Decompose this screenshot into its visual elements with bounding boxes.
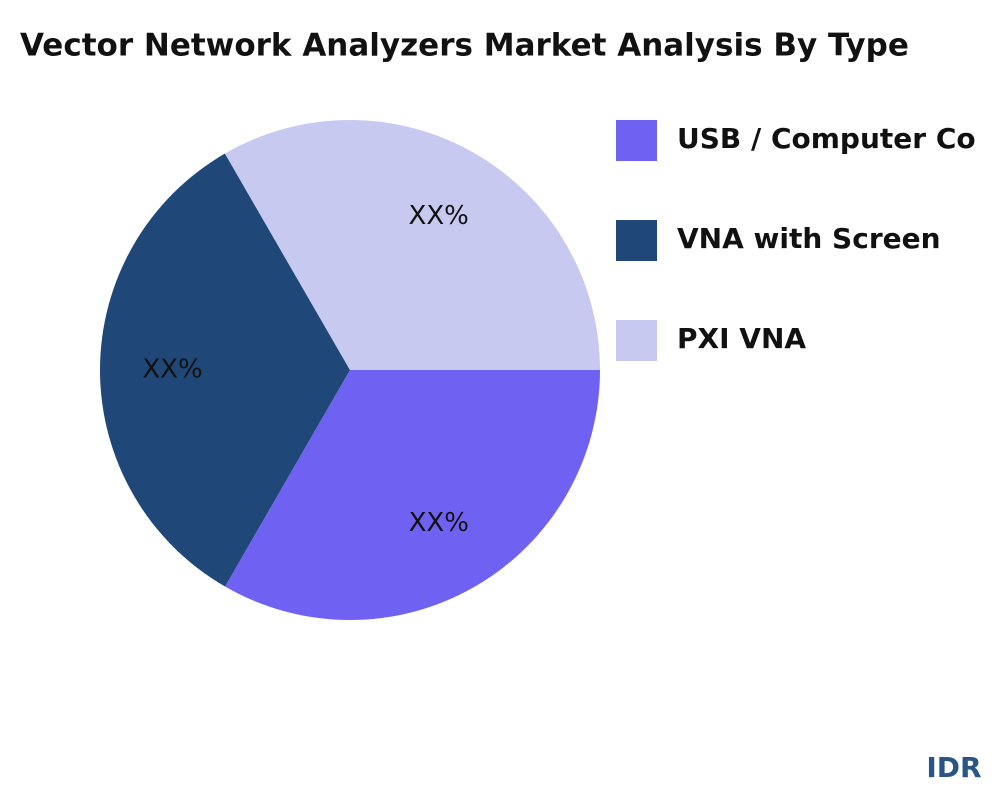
brand-logo: IDR <box>926 751 981 784</box>
pie-slice <box>225 370 600 621</box>
legend-text: PXI VNA <box>677 322 806 355</box>
legend-swatch <box>616 320 657 361</box>
legend-text: VNA with Screen <box>677 222 941 255</box>
legend-text: USB / Computer Co <box>677 122 976 155</box>
legend-swatch <box>616 120 657 161</box>
legend-swatch <box>616 220 657 261</box>
slice-label: XX% <box>142 355 202 385</box>
pie-slice <box>100 153 350 587</box>
slice-label: XX% <box>409 508 469 538</box>
chart-title: Vector Network Analyzers Market Analysis… <box>20 28 909 64</box>
pie-slice <box>224 119 601 371</box>
slice-label: XX% <box>409 201 469 231</box>
